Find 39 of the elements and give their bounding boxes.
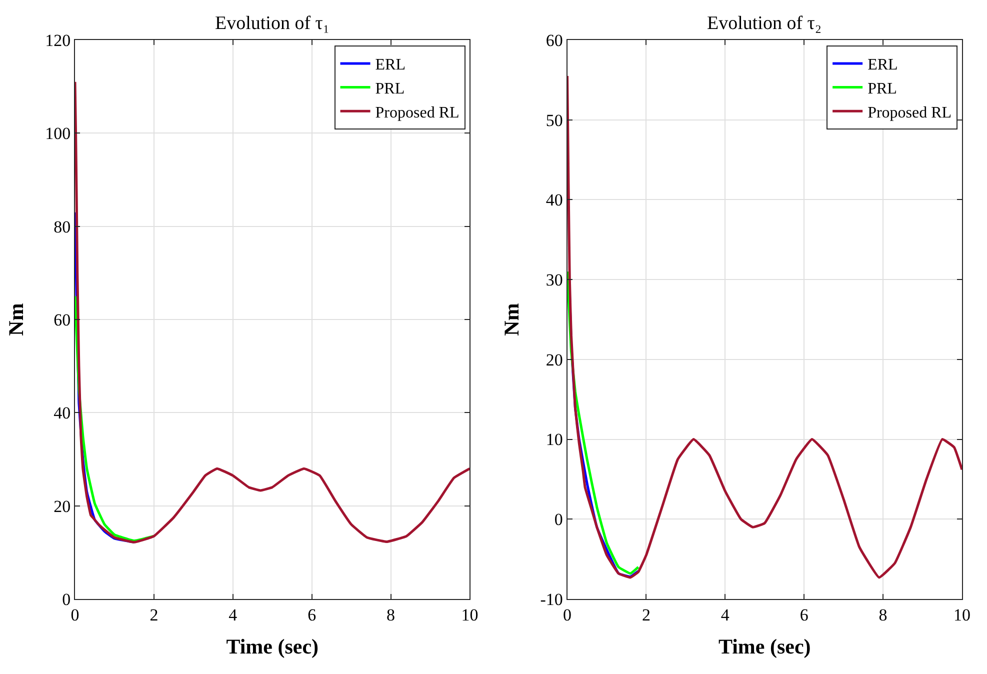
x-tick-label: 4 xyxy=(228,605,238,624)
chart-title: Evolution of τ₁ xyxy=(215,13,330,34)
x-tick-label: 2 xyxy=(642,605,650,624)
y-tick-label: 80 xyxy=(54,217,71,236)
y-tick-label: 20 xyxy=(54,496,71,516)
y-tick-label: 100 xyxy=(45,124,71,144)
x-tick-label: 6 xyxy=(800,605,808,624)
y-tick-label: 60 xyxy=(54,310,71,330)
y-tick-label: 50 xyxy=(546,110,563,130)
x-tick-label: 8 xyxy=(878,605,888,624)
x-tick-label: 2 xyxy=(150,605,158,624)
x-tick-label: 10 xyxy=(461,605,478,624)
chart-title: Evolution of τ₂ xyxy=(707,13,822,34)
line-series xyxy=(75,80,470,544)
y-tick-label: 0 xyxy=(62,590,71,609)
x-tick-label: 4 xyxy=(720,605,730,624)
y-tick-label: 20 xyxy=(546,350,563,370)
legend-label: PRL xyxy=(375,80,405,98)
y-tick-label: 60 xyxy=(546,30,563,50)
x-axis-title: Time (sec) xyxy=(226,634,319,659)
y-tick-label: 0 xyxy=(554,510,563,530)
legend-label: Proposed RL xyxy=(375,104,460,122)
x-tick-label: 10 xyxy=(954,605,971,624)
legend-label: ERL xyxy=(375,56,406,74)
line-series xyxy=(567,74,962,579)
legend-label: Proposed RL xyxy=(868,104,952,122)
y-tick-label: 30 xyxy=(546,270,563,290)
y-tick-label: 10 xyxy=(546,430,563,450)
x-tick-label: 6 xyxy=(308,605,316,624)
x-axis-title: Time (sec) xyxy=(718,634,811,659)
y-tick-label: 40 xyxy=(54,404,71,423)
y-axis-title: Nm xyxy=(499,302,524,336)
legend-label: PRL xyxy=(868,80,897,98)
y-tick-label: 40 xyxy=(546,190,563,210)
y-tick-label: 120 xyxy=(45,30,71,50)
legend-label: ERL xyxy=(868,56,898,74)
y-tick-label: -10 xyxy=(540,590,563,609)
x-tick-label: 8 xyxy=(386,605,396,624)
y-axis-title: Nm xyxy=(4,302,28,336)
